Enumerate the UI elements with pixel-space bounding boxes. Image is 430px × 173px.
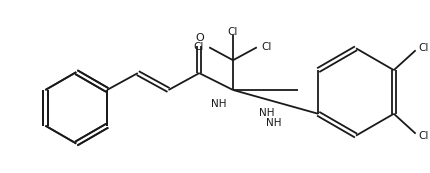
Text: Cl: Cl xyxy=(227,28,238,38)
Text: Cl: Cl xyxy=(418,43,428,53)
Text: NH: NH xyxy=(265,118,281,128)
Text: Cl: Cl xyxy=(194,42,204,52)
Text: Cl: Cl xyxy=(261,42,271,52)
Text: NH: NH xyxy=(211,99,226,109)
Text: O: O xyxy=(194,33,203,43)
Text: Cl: Cl xyxy=(418,131,428,140)
Text: NH: NH xyxy=(258,108,274,118)
